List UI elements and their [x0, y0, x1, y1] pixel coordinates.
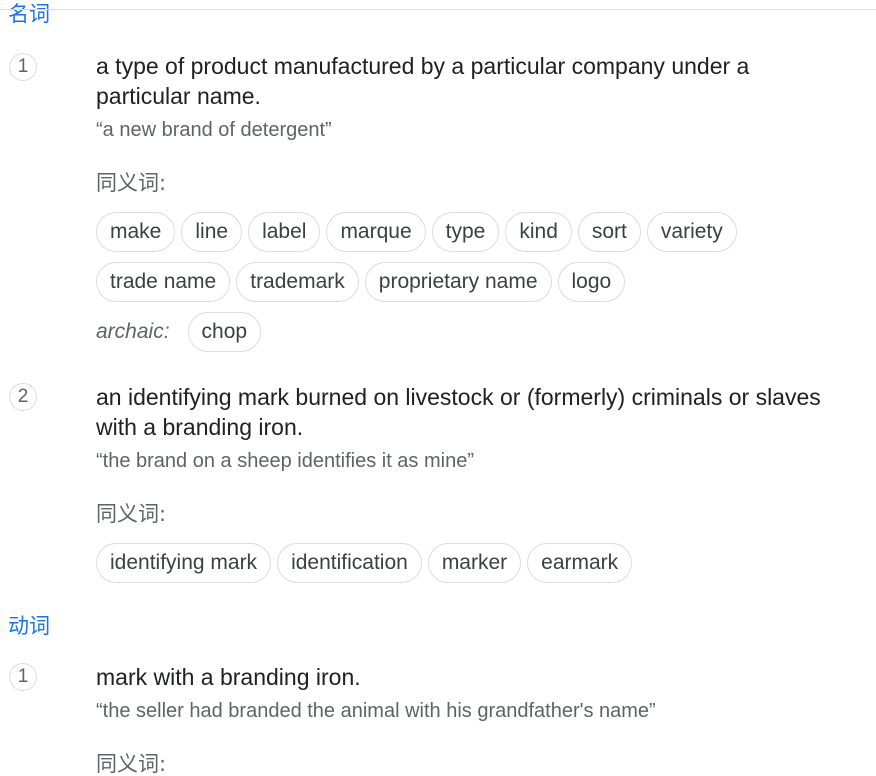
- synonym-chip[interactable]: label: [248, 212, 321, 252]
- pos-label-verb: 动词: [8, 614, 50, 638]
- top-divider: [0, 9, 876, 10]
- definition-text: a type of product manufactured by a part…: [96, 53, 750, 109]
- synonym-chip-row: identifying mark identification marker e…: [96, 543, 638, 583]
- definition-text: mark with a branding iron.: [96, 664, 361, 690]
- synonym-chip[interactable]: sort: [577, 212, 641, 252]
- synonym-chip[interactable]: type: [431, 212, 500, 252]
- sense-number: 1: [9, 53, 37, 81]
- synonym-chip[interactable]: earmark: [527, 543, 633, 583]
- synonym-chip[interactable]: trademark: [236, 262, 359, 302]
- synonym-chip[interactable]: variety: [646, 212, 737, 252]
- synonym-chip[interactable]: line: [181, 212, 243, 252]
- example-sentence: “a new brand of detergent”: [96, 119, 332, 141]
- synonym-chip[interactable]: chop: [187, 312, 262, 352]
- synonym-chip-row: make line label marque type kind sort va…: [96, 212, 743, 252]
- synonym-chip[interactable]: kind: [505, 212, 572, 252]
- synonym-chip[interactable]: identifying mark: [96, 543, 272, 583]
- synonym-chip[interactable]: marker: [427, 543, 522, 583]
- synonym-chip[interactable]: logo: [557, 262, 626, 302]
- example-sentence: “the brand on a sheep identifies it as m…: [96, 450, 474, 472]
- synonym-chip[interactable]: proprietary name: [364, 262, 552, 302]
- synonym-chip[interactable]: identification: [277, 543, 422, 583]
- pos-label-noun: 名词: [8, 2, 50, 26]
- sense-number: 1: [9, 663, 37, 691]
- synonyms-label: 同义词:: [96, 502, 167, 526]
- archaic-synonym-row: archaic: chop: [96, 312, 267, 352]
- synonym-chip[interactable]: marque: [326, 212, 426, 252]
- synonym-chip[interactable]: trade name: [96, 262, 231, 302]
- archaic-label: archaic:: [96, 320, 170, 343]
- synonyms-label: 同义词:: [96, 171, 167, 195]
- synonym-chip-row: trade name trademark proprietary name lo…: [96, 262, 631, 302]
- sense-number: 2: [9, 383, 37, 411]
- synonym-chip[interactable]: make: [96, 212, 176, 252]
- example-sentence: “the seller had branded the animal with …: [96, 700, 656, 722]
- synonyms-label: 同义词:: [96, 752, 167, 776]
- definition-text: an identifying mark burned on livestock …: [96, 384, 821, 440]
